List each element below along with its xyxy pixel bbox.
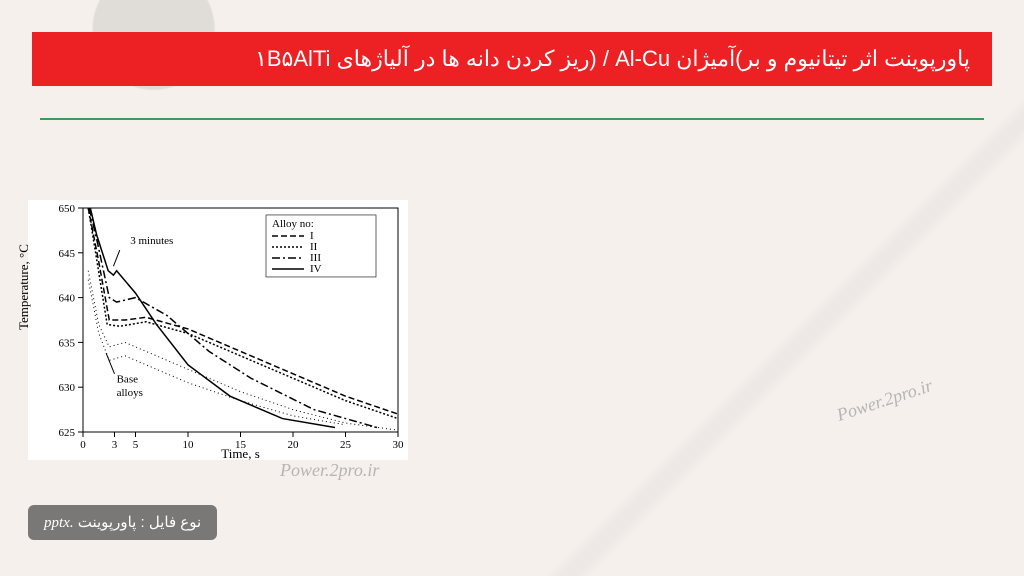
cooling-curve-chart: Temperature, °C 625630635640645650035101… <box>28 200 408 460</box>
title-bar: پاورپوینت اثر تیتانیوم و بر)آمیژان Al-Cu… <box>32 32 992 86</box>
svg-text:0: 0 <box>80 439 86 451</box>
svg-text:645: 645 <box>59 248 76 260</box>
page-title: پاورپوینت اثر تیتانیوم و بر)آمیژان Al-Cu… <box>255 46 970 71</box>
svg-text:Alloy no:: Alloy no: <box>272 218 314 230</box>
svg-text:640: 640 <box>59 293 76 305</box>
svg-text:635: 635 <box>59 337 76 349</box>
svg-text:alloys: alloys <box>117 387 143 399</box>
svg-text:3: 3 <box>112 439 118 451</box>
svg-text:625: 625 <box>59 427 76 439</box>
svg-text:30: 30 <box>393 439 405 451</box>
filetype-badge: نوع فایل : پاورپوینت pptx. <box>28 505 217 540</box>
filetype-ext: pptx. <box>44 515 74 531</box>
svg-text:20: 20 <box>288 439 300 451</box>
svg-text:5: 5 <box>133 439 139 451</box>
divider-line <box>40 118 984 120</box>
svg-text:650: 650 <box>59 203 76 215</box>
svg-text:25: 25 <box>340 439 352 451</box>
svg-text:Time, s: Time, s <box>221 446 260 460</box>
svg-text:IV: IV <box>310 263 322 275</box>
svg-text:10: 10 <box>183 439 195 451</box>
svg-text:Base: Base <box>117 374 139 386</box>
svg-text:630: 630 <box>59 382 76 394</box>
watermark-1: Power.2pro.ir <box>280 460 379 481</box>
filetype-label: نوع فایل : پاورپوینت <box>78 514 201 531</box>
y-axis-label: Temperature, °C <box>16 244 32 330</box>
svg-text:3 minutes: 3 minutes <box>130 235 173 247</box>
